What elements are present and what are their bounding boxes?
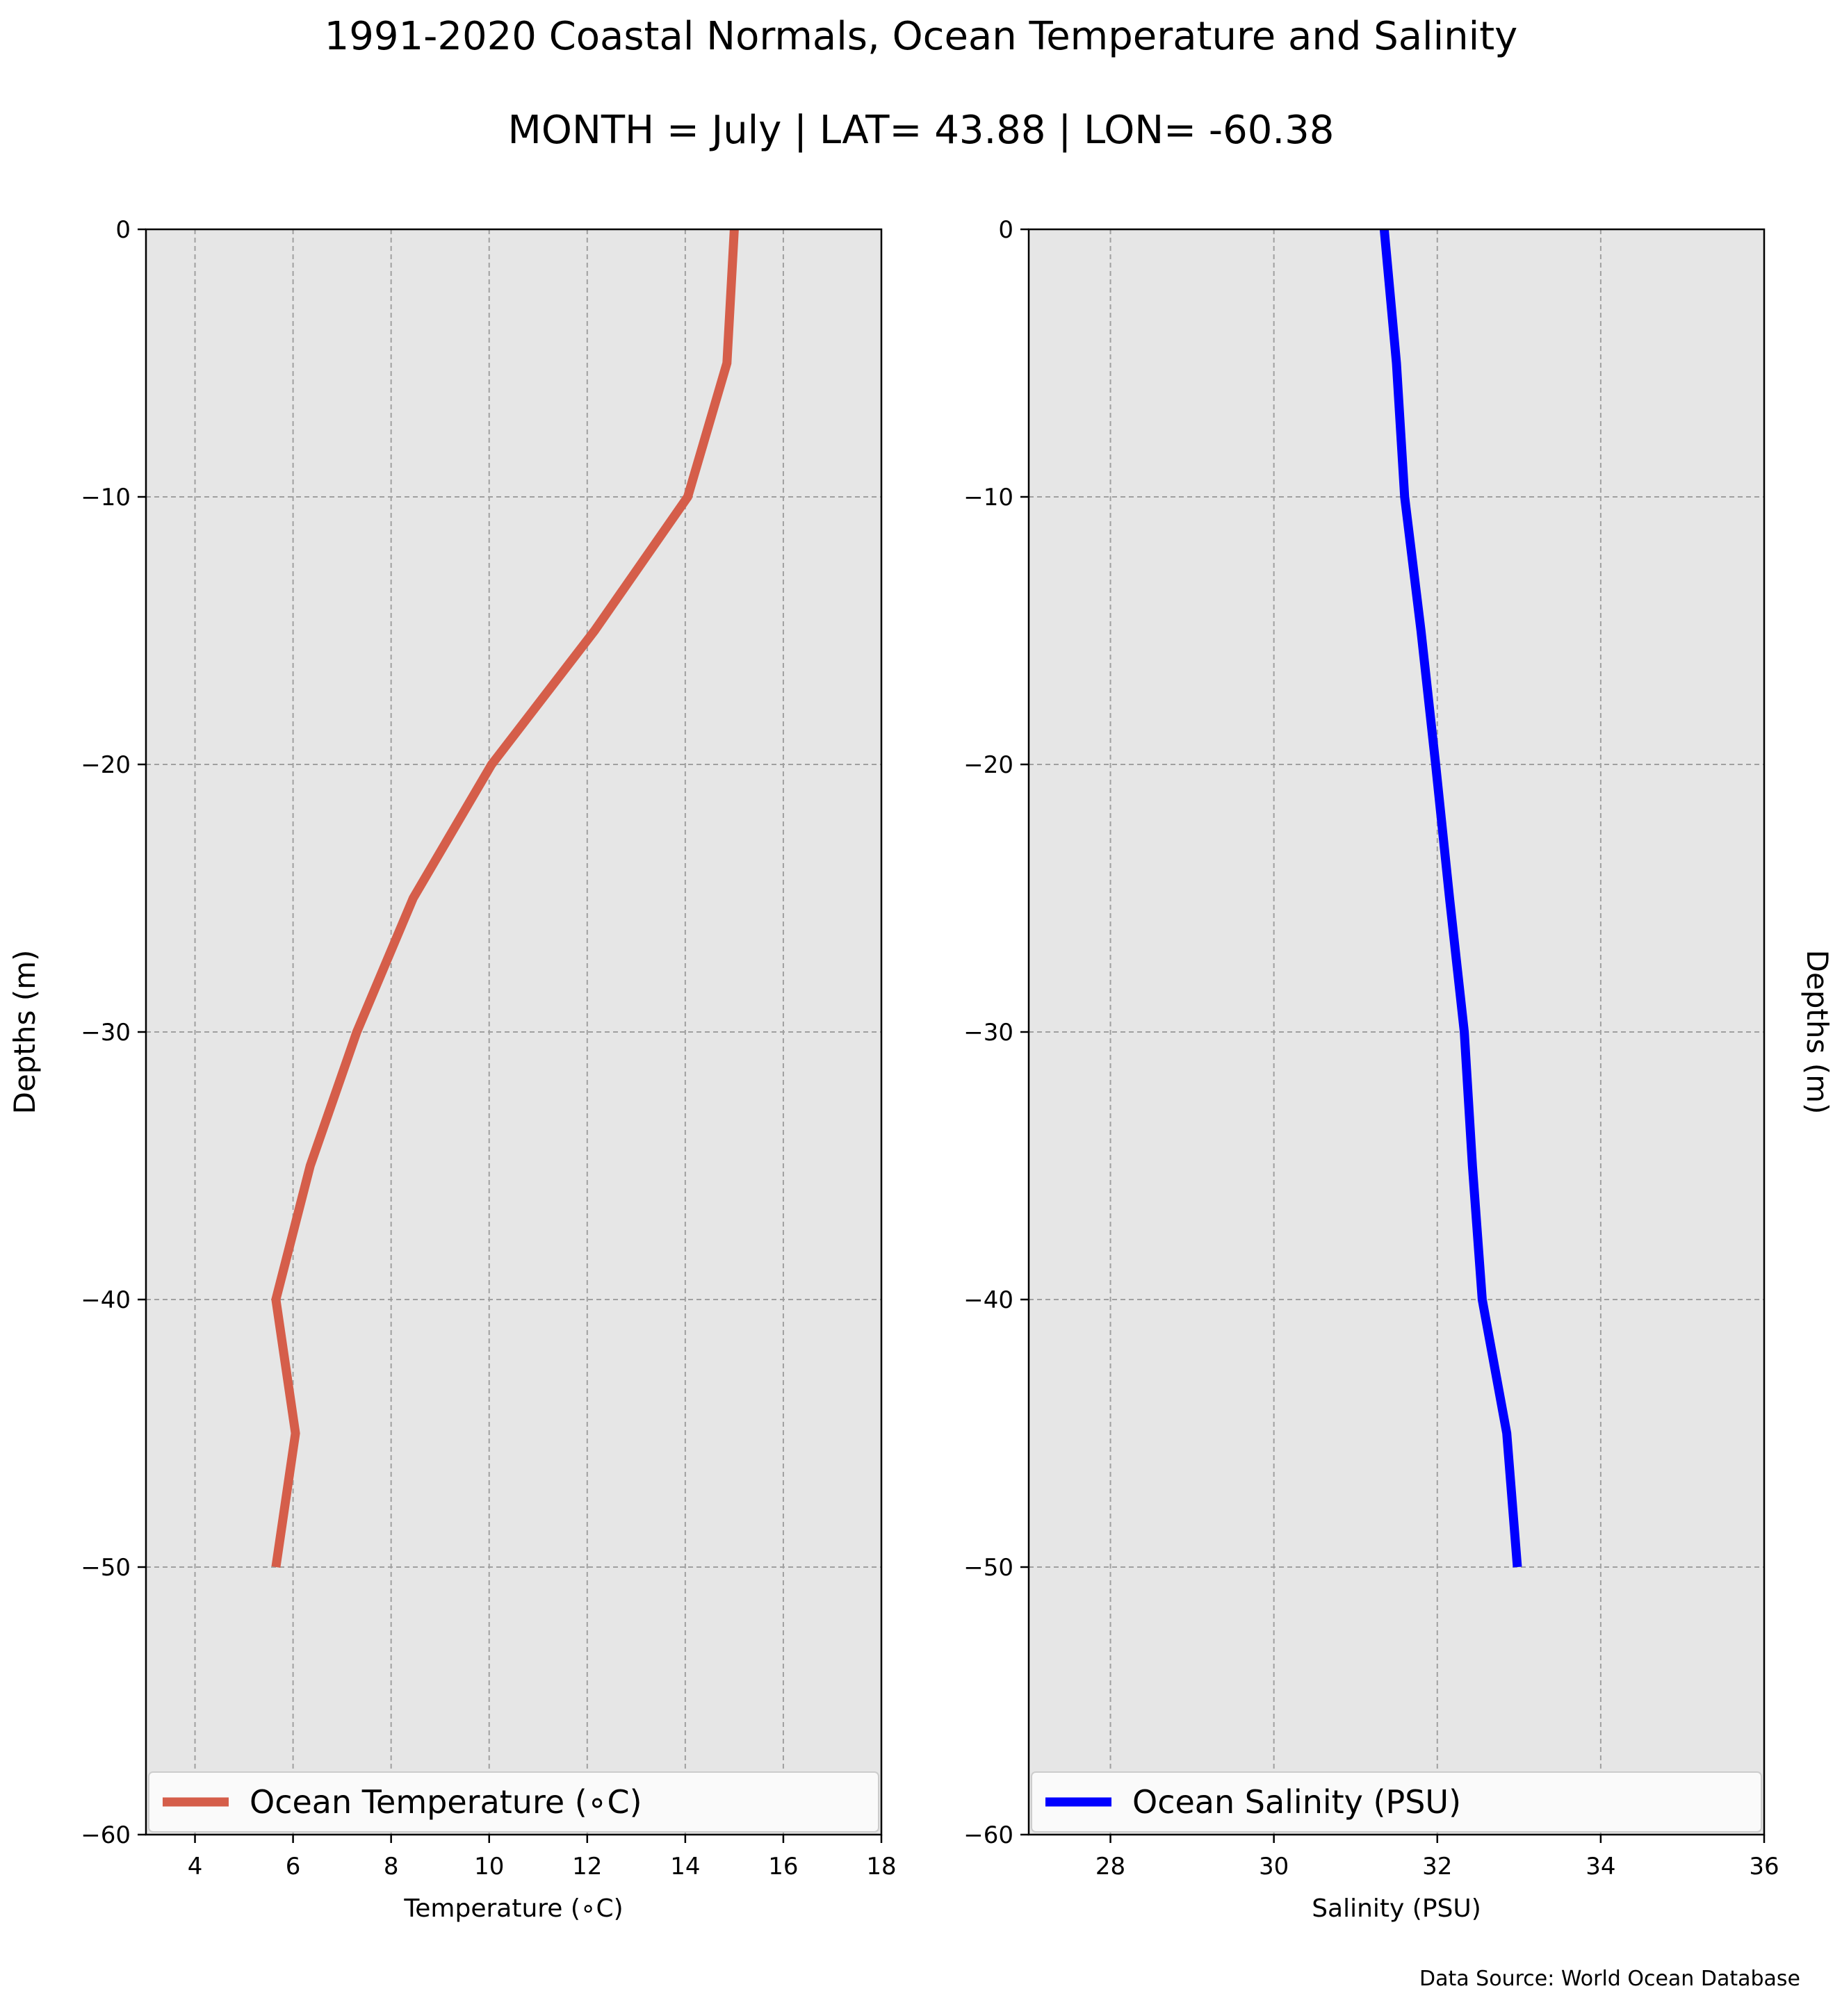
sal-ytick-label: −50 (963, 1554, 1013, 1582)
sal-series-line (1379, 229, 1522, 1568)
sal-ytick-label: −20 (963, 751, 1013, 779)
sal-ytick-label: −10 (963, 484, 1013, 511)
temp-xtick-label: 16 (768, 1853, 798, 1880)
sal-xtick-label: 32 (1422, 1853, 1452, 1880)
sal-xtick-label: 36 (1749, 1853, 1779, 1880)
sal-xtick-label: 34 (1586, 1853, 1615, 1880)
sal-legend-label: Ocean Salinity (PSU) (1132, 1783, 1461, 1821)
chart-subtitle: MONTH = July | LAT= 43.88 | LON= -60.38 (507, 108, 1335, 153)
temp-legend-box (148, 1771, 879, 1833)
temp-legend-label: Ocean Temperature (∘C) (250, 1783, 642, 1821)
temp-ytick-label: −30 (81, 1019, 131, 1047)
sal-ytick-label: −60 (963, 1821, 1013, 1849)
sal-ytick-label: −30 (963, 1019, 1013, 1047)
sal-x-axis-label: Salinity (PSU) (1312, 1894, 1481, 1923)
temp-xtick-label: 10 (474, 1853, 504, 1880)
temp-ytick-label: −20 (81, 751, 131, 779)
chart-title: 1991-2020 Coastal Normals, Ocean Tempera… (324, 14, 1518, 59)
temp-xtick-label: 8 (384, 1853, 399, 1880)
data-source-note: Data Source: World Ocean Database (1419, 1967, 1800, 1991)
sal-xtick-label: 28 (1095, 1853, 1125, 1880)
sal-y-axis-label: Depths (m) (1800, 950, 1834, 1115)
temp-xtick-label: 6 (286, 1853, 301, 1880)
temp-ytick-label: −10 (81, 484, 131, 511)
temp-ytick-label: 0 (115, 216, 131, 244)
temp-ytick-label: −40 (81, 1286, 131, 1314)
temp-xtick-label: 12 (572, 1853, 602, 1880)
temp-panel: Ocean Temperature (∘C) 4 6 8 10 12 14 16 18 0 −10 −… (8, 216, 897, 1923)
temp-xtick-label: 18 (866, 1853, 896, 1880)
temp-y-axis-label: Depths (m) (8, 950, 42, 1115)
sal-ytick-label: −40 (963, 1286, 1013, 1314)
sal-panel: Ocean Salinity (PSU) 28 30 32 34 36 0 −10 −20 −30… (963, 216, 1834, 1923)
temp-x-axis-label: Temperature (∘C) (403, 1894, 623, 1923)
temp-ytick-label: −50 (81, 1554, 131, 1582)
sal-xtick-label: 30 (1259, 1853, 1289, 1880)
sal-ytick-label: 0 (998, 216, 1013, 244)
temp-xtick-label: 14 (670, 1853, 700, 1880)
temp-ytick-label: −60 (81, 1821, 131, 1849)
temp-series-line (271, 229, 739, 1568)
sal-legend-box (1031, 1771, 1762, 1833)
temp-xtick-label: 4 (188, 1853, 203, 1880)
